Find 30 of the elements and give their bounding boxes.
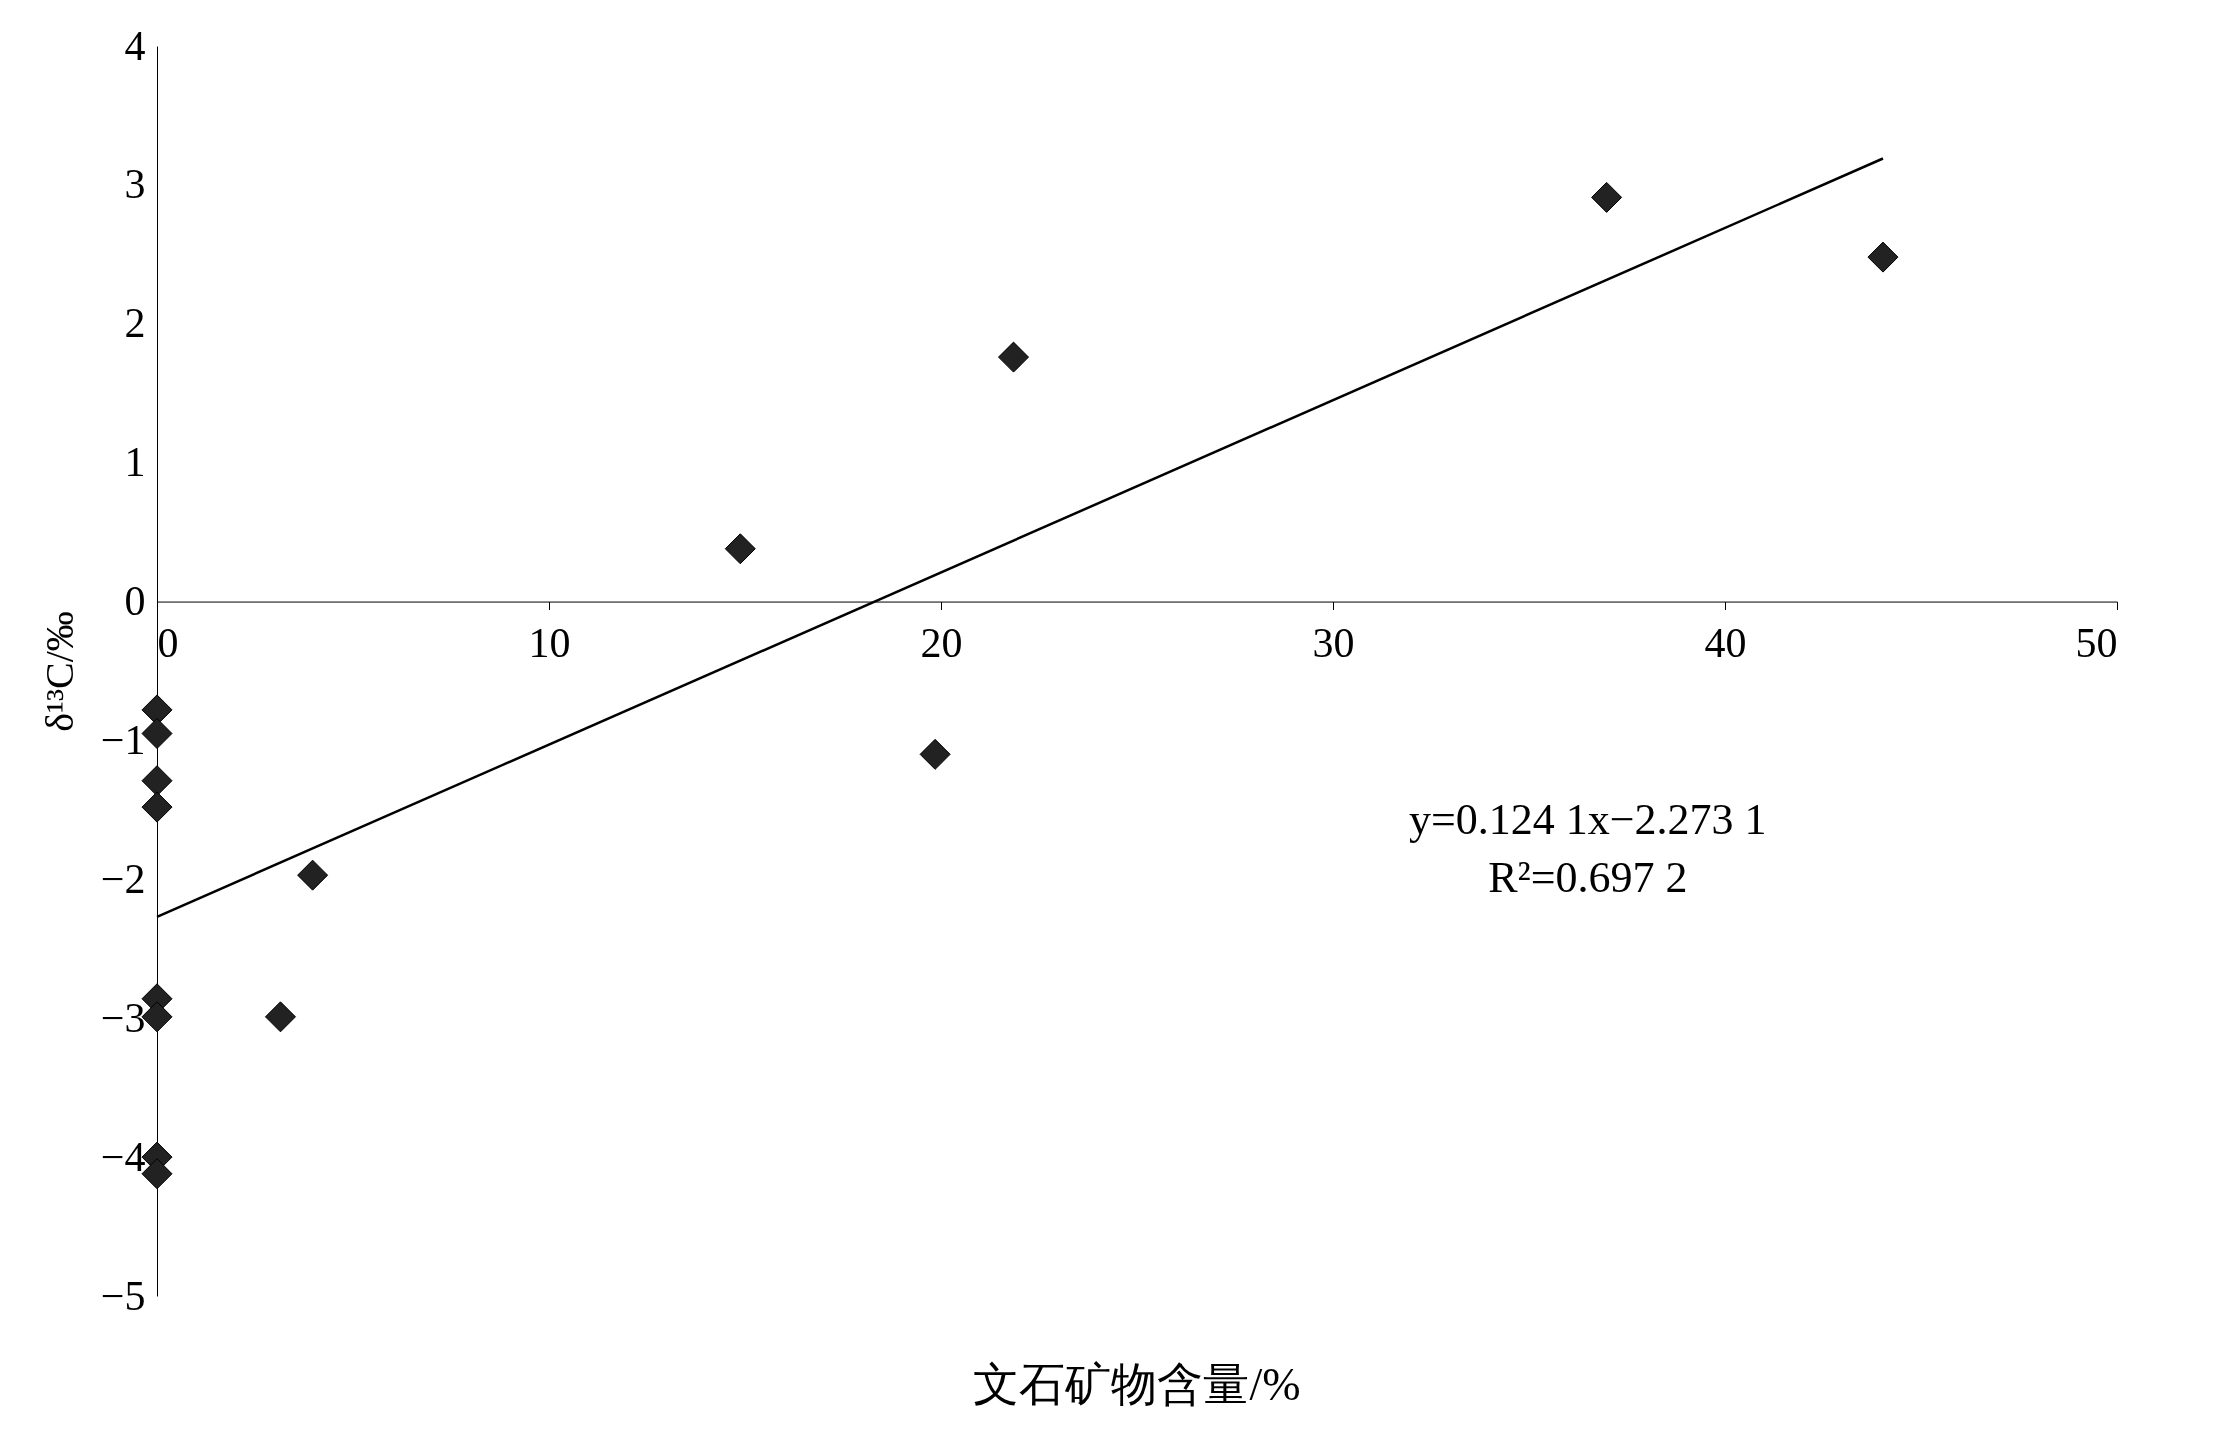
x-tick-label: 10 [528, 620, 571, 667]
y-axis-title: δ¹³C/‰ [36, 611, 82, 732]
y-tick-label: 1 [124, 439, 146, 486]
point [1591, 181, 1623, 213]
point [141, 718, 173, 749]
point [297, 859, 329, 891]
x-tick-label: 0 [157, 620, 179, 667]
point [998, 341, 1030, 373]
y-tick-label: 3 [124, 161, 146, 208]
y-tick-label: 4 [124, 22, 146, 69]
point [724, 533, 756, 565]
y-tick-label: −2 [100, 855, 146, 902]
y-tick-label: −5 [100, 1272, 146, 1319]
x-tick-label: 20 [920, 620, 963, 667]
y-tick-label: −4 [100, 1133, 146, 1180]
y-tick-label: −1 [100, 716, 146, 763]
point [1867, 241, 1899, 273]
point [141, 765, 173, 797]
y-tick-label: 2 [124, 300, 146, 347]
annotation: R²=0.697 2 [1488, 853, 1688, 902]
y-tick-label: −3 [100, 994, 146, 1041]
x-tick-label: 30 [1312, 620, 1355, 667]
point [264, 1001, 296, 1033]
x-tick-label: 50 [2075, 620, 2118, 667]
annotation: y=0.124 1x−2.273 1 [1408, 795, 1767, 844]
x-axis-title: 文石矿物含量/% [973, 1359, 1301, 1410]
point [141, 791, 173, 823]
y-tick-label: 0 [124, 578, 146, 625]
x-tick-label: 40 [1704, 620, 1747, 667]
point [919, 738, 951, 770]
